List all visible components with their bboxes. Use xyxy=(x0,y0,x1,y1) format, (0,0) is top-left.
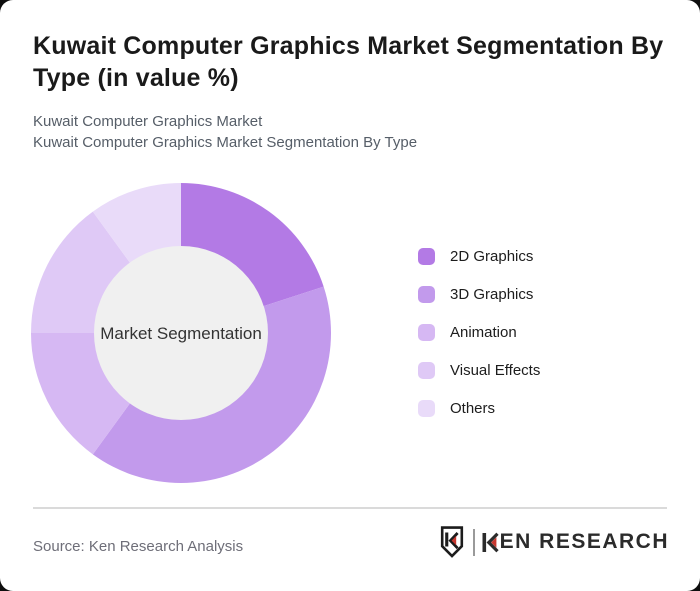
legend-label: Animation xyxy=(450,324,517,341)
source-note: Source: Ken Research Analysis xyxy=(33,538,244,555)
footer-divider xyxy=(33,507,667,509)
subtitle-line-1: Kuwait Computer Graphics Market xyxy=(33,113,263,130)
shield-logo-icon xyxy=(440,526,463,558)
legend-swatch xyxy=(418,248,435,265)
legend-item-visual-effects: Visual Effects xyxy=(418,362,540,379)
legend-item-animation: Animation xyxy=(418,324,540,341)
donut-center-hole xyxy=(94,246,268,420)
title-line-2: Type (in value %) xyxy=(33,64,239,92)
page-title: Kuwait Computer Graphics Market Segmenta… xyxy=(33,30,673,94)
donut-chart-svg: Market Segmentation xyxy=(31,183,332,483)
title-line-1: Kuwait Computer Graphics Market Segmenta… xyxy=(33,32,664,60)
legend-swatch xyxy=(418,400,435,417)
wordmark-k-icon xyxy=(482,532,499,552)
ken-research-logo: EN RESEARCH xyxy=(439,525,669,559)
legend-label: 2D Graphics xyxy=(450,248,534,265)
legend-item-2d-graphics: 2D Graphics xyxy=(418,248,540,265)
legend-label: Others xyxy=(450,400,496,417)
legend-label: Visual Effects xyxy=(450,362,541,379)
chart-subtitle: Kuwait Computer Graphics Market Kuwait C… xyxy=(33,111,417,153)
donut-chart: Market Segmentation xyxy=(21,173,341,493)
brand-wordmark-text: EN RESEARCH xyxy=(499,530,669,553)
chart-legend: 2D Graphics 3D Graphics Animation Visual Ef… xyxy=(418,248,540,438)
legend-item-others: Others xyxy=(418,400,540,417)
legend-label: 3D Graphics xyxy=(450,286,534,303)
legend-swatch xyxy=(418,324,435,341)
legend-item-3d-graphics: 3D Graphics xyxy=(418,286,540,303)
subtitle-line-2: Kuwait Computer Graphics Market Segmenta… xyxy=(33,134,418,151)
legend-swatch xyxy=(418,362,435,379)
brand-wordmark: EN RESEARCH xyxy=(482,530,669,554)
legend-swatch xyxy=(418,286,435,303)
donut-center-label: Market Segmentation xyxy=(100,324,262,343)
logo-divider-bar xyxy=(472,528,475,556)
